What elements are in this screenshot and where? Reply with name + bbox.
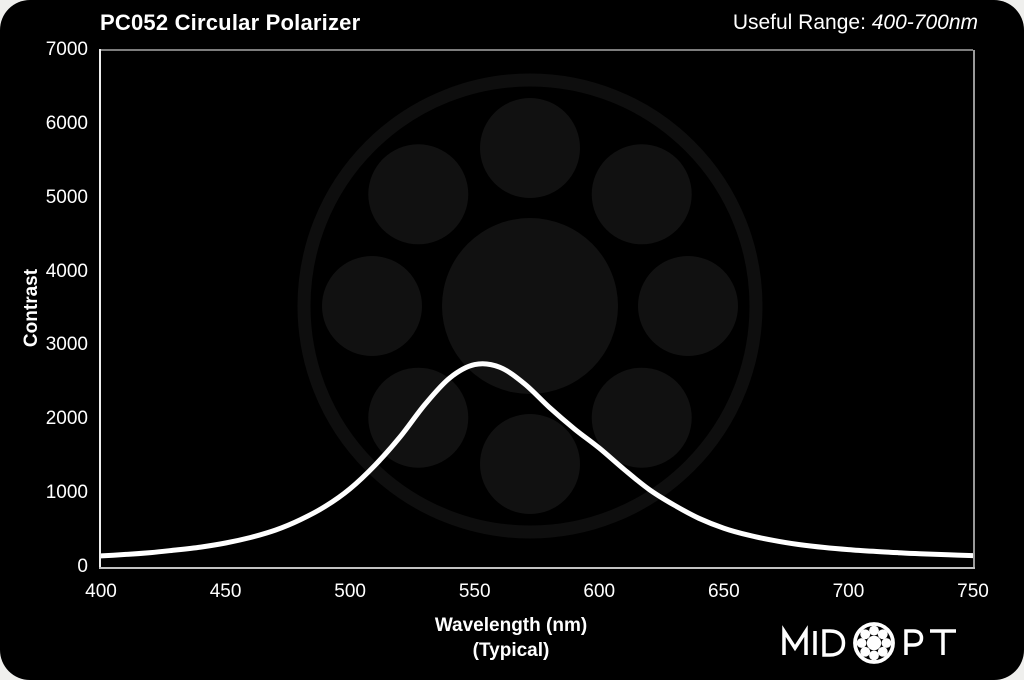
x-tick-label: 650 <box>707 581 740 602</box>
logo-bearing-dot <box>881 638 892 648</box>
y-tick-label: 6000 <box>45 112 88 134</box>
logo-bearing-dot <box>877 646 888 657</box>
x-tick-label: 550 <box>458 581 491 602</box>
watermark-circle <box>322 256 422 356</box>
logo-bearing-dot <box>869 650 879 661</box>
y-tick-label: 0 <box>77 556 88 577</box>
logo-bearing-dot <box>860 629 871 640</box>
y-tick-label: 4000 <box>45 260 88 282</box>
logo-letter-m <box>782 625 808 655</box>
watermark-circle <box>591 144 692 245</box>
watermark-circle <box>480 98 580 198</box>
useful-range-text: Useful Range: 400-700nm <box>733 11 978 35</box>
x-axis-title-note: (Typical) <box>472 640 550 661</box>
x-tick-label: 700 <box>832 581 865 602</box>
logo-bearing-dot <box>860 646 871 657</box>
plot-border-top <box>101 49 973 51</box>
logo-letter-p <box>904 629 924 655</box>
x-axis-title-main: Wavelength (nm) <box>434 615 588 636</box>
logo-letter-t <box>930 629 956 655</box>
curve-layer <box>101 361 973 559</box>
x-tick-label: 450 <box>209 581 242 602</box>
logo-bearing-dot <box>869 625 879 636</box>
watermark-circle <box>297 73 763 539</box>
midopt-watermark-logo <box>297 73 763 539</box>
x-axis-line <box>99 567 975 569</box>
y-tick-label: 5000 <box>45 186 88 208</box>
midopt-logo <box>782 622 956 664</box>
y-axis-title: Contrast <box>21 268 42 348</box>
watermark-circle <box>638 256 738 356</box>
logo-letters-mid <box>782 625 846 657</box>
page-title: PC052 Circular Polarizer <box>100 10 361 35</box>
useful-range-value: 400-700nm <box>871 11 978 34</box>
watermark-circle <box>442 218 618 394</box>
watermark-circle <box>480 414 580 514</box>
logo-letters-pt <box>904 629 956 655</box>
y-tick-label: 7000 <box>45 39 88 60</box>
x-axis-title: Wavelength (nm) (Typical) <box>311 613 711 663</box>
y-tick-label: 1000 <box>45 482 88 504</box>
contrast-curve <box>101 361 973 559</box>
x-tick-label: 500 <box>334 581 366 602</box>
logo-bearing-dot <box>856 638 867 648</box>
y-axis-line <box>99 49 101 569</box>
useful-range-label: Useful Range: <box>732 11 872 34</box>
plot-border-right <box>973 50 975 567</box>
y-tick-label: 2000 <box>45 408 88 430</box>
y-tick-label: 3000 <box>45 334 88 356</box>
watermark-circle <box>591 367 692 468</box>
x-tick-label: 400 <box>85 581 117 602</box>
watermark-circle <box>368 144 469 245</box>
plot-area <box>101 50 973 567</box>
x-tick-label: 600 <box>583 581 616 602</box>
logo-bearing-icon <box>853 622 895 664</box>
x-tick-label: 750 <box>957 581 989 602</box>
logo-bearing-dot <box>877 629 888 640</box>
logo-letter-d <box>822 629 846 657</box>
